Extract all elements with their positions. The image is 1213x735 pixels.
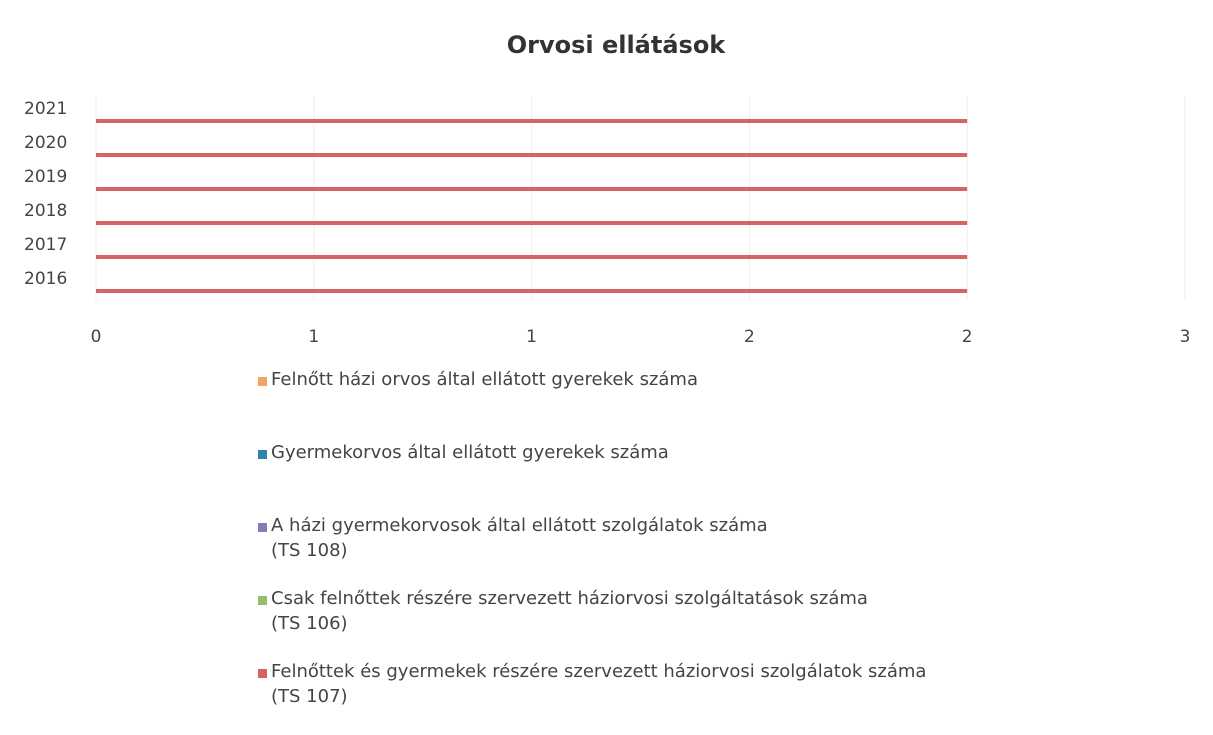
x-tick-label: 2 bbox=[744, 327, 755, 347]
legend: Felnőtt házi orvos által ellátott gyerek… bbox=[258, 369, 1018, 735]
x-tick-label: 3 bbox=[1180, 327, 1191, 347]
chart-title: Orvosi ellátások bbox=[507, 31, 727, 59]
y-tick-label: 2017 bbox=[24, 235, 67, 255]
bar bbox=[96, 255, 968, 259]
legend-item: Felnőttek és gyermekek részére szervezet… bbox=[258, 661, 1018, 735]
legend-label: Csak felnőttek részére szervezett házior… bbox=[271, 588, 868, 634]
bar bbox=[96, 153, 968, 157]
legend-item: Felnőtt házi orvos által ellátott gyerek… bbox=[258, 369, 1018, 443]
legend-item: Gyermekorvos által ellátott gyerekek szá… bbox=[258, 442, 1018, 516]
legend-label: Gyermekorvos által ellátott gyerekek szá… bbox=[271, 442, 669, 463]
y-tick-label: 2019 bbox=[24, 167, 67, 187]
bar bbox=[96, 289, 968, 293]
legend-item: A házi gyermekorvosok által ellátott szo… bbox=[258, 515, 1018, 589]
y-tick-label: 2020 bbox=[24, 133, 67, 153]
bar bbox=[96, 221, 968, 225]
legend-swatch bbox=[258, 669, 267, 678]
y-tick-label: 2021 bbox=[24, 99, 67, 119]
legend-swatch bbox=[258, 377, 267, 386]
x-tick-label: 2 bbox=[962, 327, 973, 347]
bar bbox=[96, 187, 968, 191]
bar bbox=[96, 119, 968, 123]
legend-swatch bbox=[258, 596, 267, 605]
legend-label: Felnőttek és gyermekek részére szervezet… bbox=[271, 661, 927, 707]
page: {"chart_data": {"type": "bar", "stacked"… bbox=[24, 31, 1191, 707]
legend-swatch bbox=[258, 450, 267, 459]
legend-item: Csak felnőttek részére szervezett házior… bbox=[258, 588, 1018, 662]
chart: Orvosi ellátások 0 1 1 2 2 3 2016 2017 2018 2019 2… bbox=[24, 31, 1191, 347]
y-tick-label: 2016 bbox=[24, 269, 67, 289]
x-tick-label: 0 bbox=[91, 327, 102, 347]
legend-label: Felnőtt házi orvos által ellátott gyerek… bbox=[271, 369, 698, 390]
y-tick-label: 2018 bbox=[24, 201, 67, 221]
legend-swatch bbox=[258, 523, 267, 532]
x-tick-label: 1 bbox=[308, 327, 319, 347]
legend-label: A házi gyermekorvosok által ellátott szo… bbox=[271, 515, 768, 561]
x-tick-label: 1 bbox=[526, 327, 537, 347]
